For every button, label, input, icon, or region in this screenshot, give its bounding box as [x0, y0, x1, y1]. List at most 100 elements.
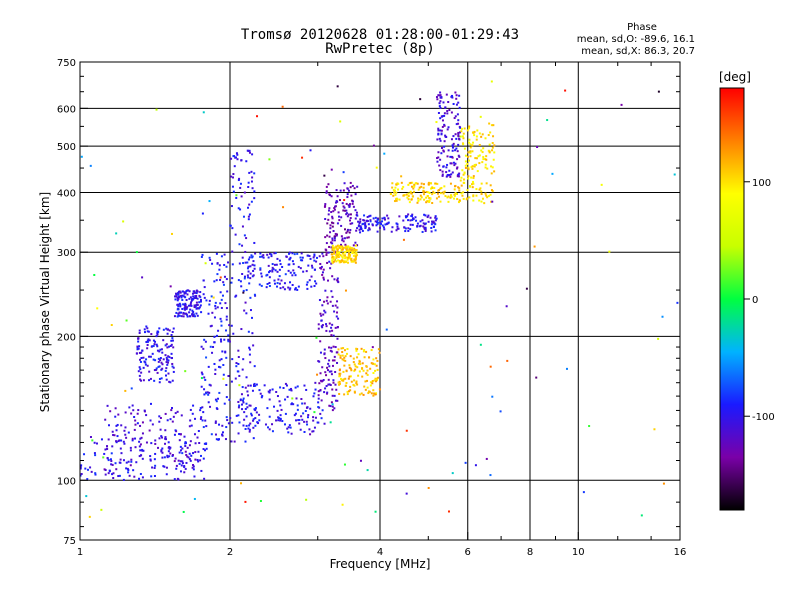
echo-point: [303, 420, 306, 423]
echo-point: [205, 356, 208, 359]
echo-point: [259, 268, 262, 271]
echo-point: [237, 362, 240, 365]
noise-point: [371, 346, 374, 349]
echo-point: [145, 414, 148, 417]
echo-point: [144, 363, 147, 366]
echo-point: [338, 392, 341, 395]
echo-point: [209, 325, 212, 328]
echo-point: [279, 418, 282, 421]
echo-point: [281, 420, 284, 423]
echo-point: [323, 309, 326, 312]
echo-point: [331, 244, 334, 247]
echo-point: [248, 149, 251, 152]
echo-point: [138, 351, 141, 354]
echo-point: [391, 182, 394, 185]
echo-point: [321, 326, 324, 329]
echo-point: [369, 214, 372, 217]
echo-point: [306, 423, 309, 426]
echo-point: [292, 269, 295, 272]
echo-point: [351, 200, 354, 203]
echo-point: [310, 275, 313, 278]
echo-point: [344, 256, 347, 259]
echo-point: [352, 254, 355, 257]
echo-point: [202, 293, 205, 296]
echo-point: [348, 366, 351, 369]
echo-point: [328, 346, 331, 349]
echo-point: [379, 221, 382, 224]
echo-point: [361, 367, 364, 370]
echo-point: [419, 198, 422, 201]
echo-point: [133, 475, 136, 478]
echo-point: [133, 428, 136, 431]
echo-point: [443, 112, 446, 115]
echo-point: [441, 115, 444, 118]
echo-point: [458, 106, 461, 109]
echo-point: [485, 158, 488, 161]
echo-point: [247, 215, 250, 218]
echo-point: [324, 387, 327, 390]
echo-point: [161, 447, 164, 450]
echo-point: [387, 221, 390, 224]
noise-point: [330, 168, 333, 171]
noise-point: [372, 144, 375, 147]
echo-point: [171, 453, 174, 456]
echo-point: [214, 420, 217, 423]
echo-point: [437, 156, 440, 159]
echo-point: [262, 254, 265, 257]
echo-point: [347, 249, 350, 252]
echo-point: [223, 275, 226, 278]
echo-point: [482, 147, 485, 150]
echo-point: [135, 461, 138, 464]
echo-point: [230, 281, 233, 284]
echo-point: [166, 454, 169, 457]
echo-point: [229, 224, 232, 227]
echo-point: [181, 294, 184, 297]
echo-point: [239, 208, 242, 211]
echo-point: [436, 138, 439, 141]
echo-point: [158, 350, 161, 353]
echo-point: [407, 183, 410, 186]
echo-point: [294, 386, 297, 389]
echo-point: [269, 389, 272, 392]
echo-point: [464, 164, 467, 167]
echo-point: [439, 129, 442, 132]
echo-point: [268, 428, 271, 431]
noise-point: [85, 495, 88, 498]
echo-point: [120, 439, 123, 442]
echo-point: [247, 218, 250, 221]
echo-point: [340, 377, 343, 380]
echo-point: [197, 430, 200, 433]
echo-point: [376, 230, 379, 233]
echo-point: [331, 215, 334, 218]
echo-point: [144, 361, 147, 364]
echo-point: [249, 361, 252, 364]
echo-point: [332, 334, 335, 337]
echo-point: [458, 155, 461, 158]
echo-point: [314, 388, 317, 391]
echo-point: [247, 181, 250, 184]
echo-point: [238, 374, 241, 377]
echo-point: [214, 307, 217, 310]
echo-point: [149, 419, 152, 422]
echo-point: [327, 218, 330, 221]
echo-point: [154, 359, 157, 362]
echo-point: [447, 200, 450, 203]
echo-point: [477, 155, 480, 158]
echo-point: [180, 414, 183, 417]
echo-point: [392, 194, 395, 197]
echo-point: [227, 334, 230, 337]
echo-point: [307, 414, 310, 417]
echo-point: [450, 195, 453, 198]
echo-point: [445, 171, 448, 174]
echo-point: [242, 262, 245, 265]
echo-point: [453, 185, 456, 188]
echo-point: [343, 356, 346, 359]
echo-point: [251, 176, 254, 179]
echo-point: [155, 367, 158, 370]
echo-point: [340, 379, 343, 382]
echo-point: [443, 140, 446, 143]
echo-point: [474, 163, 477, 166]
echo-point: [339, 189, 342, 192]
echo-point: [368, 227, 371, 230]
echo-point: [237, 279, 240, 282]
